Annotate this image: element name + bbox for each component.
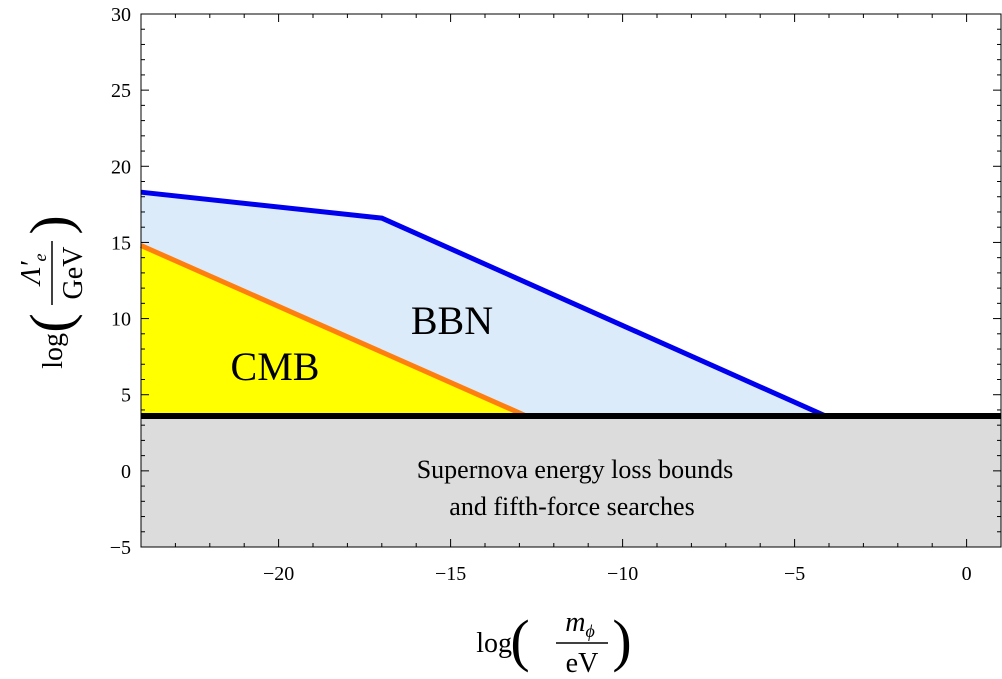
x-tick-label: −5	[784, 563, 805, 585]
x-tick-label: 0	[962, 563, 972, 585]
x-axis-label-paren-close: )	[612, 608, 631, 673]
x-axis-label-numerator: mϕ	[565, 607, 595, 641]
x-axis-label-paren-open: (	[510, 608, 529, 673]
y-tick-label: 15	[111, 232, 131, 254]
y-axis-label-paren-close: )	[18, 215, 83, 234]
boundary-lines	[139, 189, 1001, 420]
bbn-boundary-line	[140, 189, 827, 419]
x-axis-label: log ( mϕ eV )	[476, 607, 631, 679]
y-axis-label-prefix: log	[38, 333, 69, 369]
cmb-boundary-line	[139, 243, 528, 419]
cmb-label: CMB	[231, 344, 320, 389]
y-tick-label: 20	[111, 156, 131, 178]
plot-frame	[140, 13, 1002, 548]
x-axis-label-denominator: eV	[566, 648, 599, 679]
y-tick-label: 10	[111, 309, 131, 331]
x-tick-label: −15	[435, 563, 466, 585]
bbn-label: BBN	[411, 298, 493, 343]
y-axis-label-numerator: Λ′e	[16, 253, 50, 287]
y-axis-label-paren-open: (	[18, 313, 83, 332]
y-tick-label: 0	[121, 461, 131, 483]
y-axis-ticks: −5 0 5 10 15 20 25 30	[110, 4, 1001, 559]
supernova-region	[141, 416, 1001, 547]
supernova-label-line2: and fifth-force searches	[449, 492, 694, 521]
y-tick-label: 30	[111, 4, 131, 26]
y-axis-label-denominator: GeV	[58, 247, 89, 300]
supernova-label-line1: Supernova energy loss bounds	[417, 455, 734, 484]
x-tick-label: −10	[607, 563, 638, 585]
x-tick-label: −20	[263, 563, 294, 585]
y-tick-label: 5	[121, 385, 131, 407]
x-axis-ticks: −20 −15 −10 −5 0	[140, 14, 1002, 585]
y-axis-label: log ( Λ′e GeV )	[16, 215, 89, 368]
y-tick-label: −5	[110, 537, 131, 559]
x-axis-label-prefix: log	[476, 628, 512, 659]
y-tick-label: 25	[111, 80, 131, 102]
